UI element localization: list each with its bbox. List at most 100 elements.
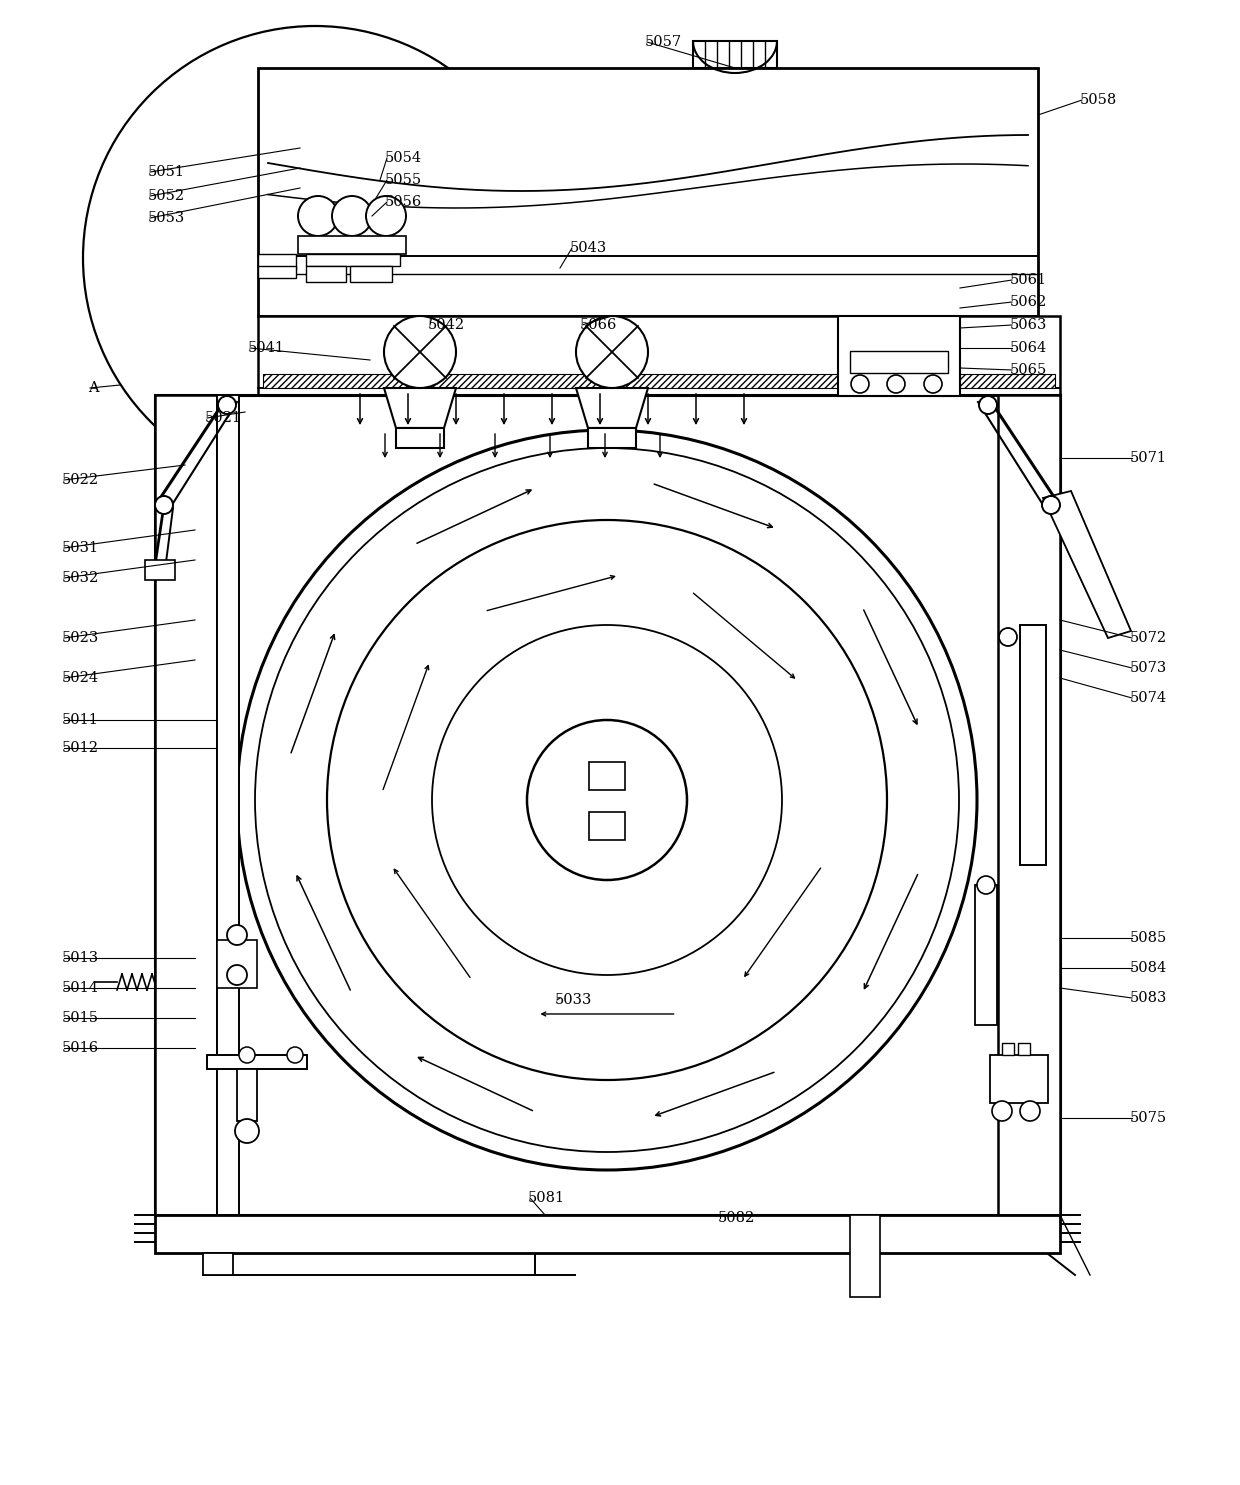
Text: 5082: 5082 xyxy=(718,1210,755,1225)
Circle shape xyxy=(1021,1100,1040,1121)
Text: 5012: 5012 xyxy=(62,741,99,754)
Text: 5013: 5013 xyxy=(62,950,99,965)
Circle shape xyxy=(924,376,942,394)
Circle shape xyxy=(432,625,782,976)
Bar xyxy=(298,236,405,254)
Circle shape xyxy=(332,196,372,236)
Bar xyxy=(998,395,1060,1215)
Circle shape xyxy=(527,720,687,881)
Text: 5015: 5015 xyxy=(62,1011,99,1025)
Bar xyxy=(155,395,1060,1215)
Text: 5042: 5042 xyxy=(428,318,465,333)
Text: 5071: 5071 xyxy=(1130,451,1167,465)
Bar xyxy=(155,395,217,1215)
Text: 5016: 5016 xyxy=(62,1041,99,1054)
Text: 5084: 5084 xyxy=(1130,961,1167,976)
Polygon shape xyxy=(384,388,456,428)
Circle shape xyxy=(239,1047,255,1063)
Bar xyxy=(217,395,239,1215)
Text: 5043: 5043 xyxy=(570,241,608,255)
Text: 5064: 5064 xyxy=(1011,342,1048,355)
Bar xyxy=(589,812,625,841)
Circle shape xyxy=(980,396,997,414)
Text: 5053: 5053 xyxy=(148,211,185,226)
Text: 5031: 5031 xyxy=(62,541,99,555)
Text: 5073: 5073 xyxy=(1130,661,1167,676)
Circle shape xyxy=(286,1047,303,1063)
Text: 5055: 5055 xyxy=(384,172,422,187)
Bar xyxy=(263,374,1055,388)
Text: 5081: 5081 xyxy=(528,1191,565,1204)
Bar xyxy=(998,395,1060,1215)
Text: 5061: 5061 xyxy=(1011,273,1047,287)
Bar xyxy=(589,762,625,790)
Text: 5011: 5011 xyxy=(62,713,99,728)
Circle shape xyxy=(327,520,887,1080)
Text: 5063: 5063 xyxy=(1011,318,1048,333)
Bar xyxy=(306,254,401,266)
Circle shape xyxy=(227,925,247,944)
Text: 5022: 5022 xyxy=(62,474,99,487)
Text: 5032: 5032 xyxy=(62,572,99,585)
Bar xyxy=(155,1215,1060,1253)
Bar xyxy=(838,316,960,396)
Bar xyxy=(350,266,392,282)
Bar xyxy=(207,1054,308,1069)
Text: 5074: 5074 xyxy=(1130,691,1167,705)
Text: 5083: 5083 xyxy=(1130,990,1167,1005)
Circle shape xyxy=(851,376,869,394)
Bar xyxy=(849,350,949,373)
Text: 5056: 5056 xyxy=(384,195,423,209)
Circle shape xyxy=(298,196,339,236)
Circle shape xyxy=(366,196,405,236)
Bar xyxy=(155,1215,1060,1253)
Bar xyxy=(396,428,444,448)
Text: 5014: 5014 xyxy=(62,982,99,995)
Bar xyxy=(145,560,175,581)
Text: 5072: 5072 xyxy=(1130,631,1167,644)
Text: 5065: 5065 xyxy=(1011,362,1048,377)
Circle shape xyxy=(577,316,649,388)
Text: 5024: 5024 xyxy=(62,671,99,685)
Text: 5057: 5057 xyxy=(645,36,682,49)
Bar xyxy=(258,266,296,278)
Text: 5054: 5054 xyxy=(384,151,422,165)
Text: 5023: 5023 xyxy=(62,631,99,644)
Polygon shape xyxy=(1043,492,1131,639)
Text: 5033: 5033 xyxy=(556,993,593,1007)
Circle shape xyxy=(887,376,905,394)
Text: 5075: 5075 xyxy=(1130,1111,1167,1126)
Polygon shape xyxy=(577,388,649,428)
Circle shape xyxy=(255,448,959,1152)
Circle shape xyxy=(218,396,236,414)
Text: 5041: 5041 xyxy=(248,342,285,355)
Bar xyxy=(258,316,1060,396)
Bar xyxy=(237,1069,257,1121)
Bar xyxy=(306,266,346,282)
Text: 5062: 5062 xyxy=(1011,296,1048,309)
Bar xyxy=(693,42,777,68)
Circle shape xyxy=(227,965,247,985)
Bar xyxy=(990,1054,1048,1103)
Circle shape xyxy=(83,27,547,490)
Circle shape xyxy=(384,316,456,388)
Circle shape xyxy=(992,1100,1012,1121)
Text: 5058: 5058 xyxy=(1080,94,1117,107)
Text: 5021: 5021 xyxy=(205,411,242,425)
Bar xyxy=(975,885,997,1025)
Text: 5085: 5085 xyxy=(1130,931,1167,944)
Text: A: A xyxy=(88,382,99,395)
Bar xyxy=(1002,1042,1014,1054)
Bar xyxy=(1021,625,1047,864)
Bar xyxy=(203,1253,233,1276)
Text: 5051: 5051 xyxy=(148,165,185,180)
Bar xyxy=(258,254,296,270)
Circle shape xyxy=(977,876,994,894)
Bar xyxy=(217,940,257,988)
Circle shape xyxy=(155,496,174,514)
Circle shape xyxy=(999,628,1017,646)
Bar xyxy=(588,428,636,448)
Circle shape xyxy=(236,1120,259,1143)
Bar xyxy=(849,1215,880,1296)
Circle shape xyxy=(237,431,977,1170)
